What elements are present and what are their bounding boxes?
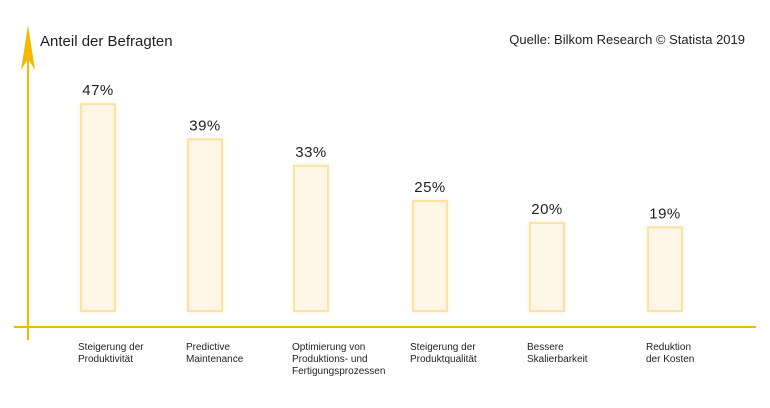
bar [647,226,683,312]
category-label-line: Produktivität [78,354,133,365]
bar-value-label: 47% [82,82,114,99]
bar [80,103,116,312]
category-label: Steigerung der Produktqualität [410,342,477,365]
bar-value-label: 33% [295,144,327,161]
category-label-line: Produktqualität [410,354,477,365]
category-label: Predictive Maintenance [186,342,244,365]
bar-value-label: 39% [189,117,221,134]
category-label-line: Steigerung der [410,342,476,353]
bar-value-label: 25% [414,179,446,196]
bars-group [80,103,683,312]
category-label-line: Produktions- und [292,354,368,365]
axes-group [14,25,756,340]
category-label-line: Steigerung der [78,342,144,353]
bar [187,138,223,312]
category-label-line: Predictive [186,342,230,353]
source-credit: Quelle: Bilkom Research © Statista 2019 [509,32,745,47]
y-axis-arrow-icon [21,25,35,70]
category-label-line: Bessere [527,342,564,353]
bar [529,222,565,312]
category-label-line: der Kosten [646,354,694,365]
category-label: Reduktion der Kosten [646,342,694,365]
category-label-line: Optimierung von [292,342,365,353]
bar-value-label: 20% [531,201,563,218]
category-label-line: Maintenance [186,354,244,365]
category-label: Bessere Skalierbarkeit [527,342,588,365]
value-labels-group: 47% 39% 33% 25% 20% 19% [82,82,681,222]
category-label-line: Fertigungsprozessen [292,366,385,377]
bar-value-label: 19% [649,205,681,222]
bar [412,200,448,312]
category-label: Optimierung von Produktions- und Fertigung… [292,342,385,377]
category-label-line: Reduktion [646,342,691,353]
category-label-line: Skalierbarkeit [527,354,588,365]
y-axis-label: Anteil der Befragten [40,33,173,50]
bar [293,164,329,312]
category-label: Steigerung der Produktivität [78,342,144,365]
